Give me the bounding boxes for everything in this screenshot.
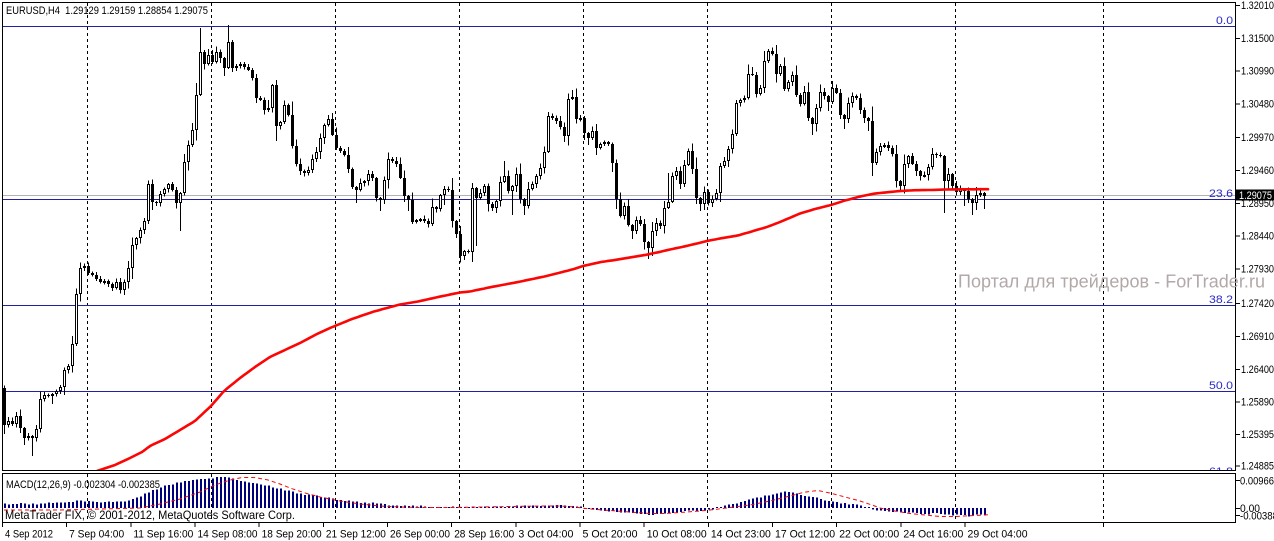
svg-text:50.0: 50.0 [1209,380,1233,392]
svg-text:1.27930: 1.27930 [1241,264,1274,276]
svg-text:38.2: 38.2 [1209,294,1233,306]
svg-text:28 Sep 16:00: 28 Sep 16:00 [454,529,514,541]
svg-text:61.8: 61.8 [1209,466,1233,478]
svg-text:26 Sep 00:00: 26 Sep 00:00 [390,529,450,541]
svg-text:-0.00388: -0.00388 [1240,511,1274,523]
svg-text:17 Oct 12:00: 17 Oct 12:00 [775,529,835,541]
svg-text:1.27420: 1.27420 [1241,298,1274,310]
svg-text:EURUSD,H4 1.29129 1.29159 1.2: EURUSD,H4 1.29129 1.29159 1.28854 1.2907… [6,5,208,17]
svg-text:5 Oct 20:00: 5 Oct 20:00 [583,529,638,541]
svg-text:1.28950: 1.28950 [1241,198,1274,210]
svg-text:1.26400: 1.26400 [1241,364,1274,376]
svg-text:3 Oct 04:00: 3 Oct 04:00 [518,529,573,541]
svg-text:1.24885: 1.24885 [1241,461,1274,473]
svg-text:14 Sep 08:00: 14 Sep 08:00 [198,529,258,541]
svg-text:29 Oct 04:00: 29 Oct 04:00 [968,529,1028,541]
svg-text:11 Sep 16:00: 11 Sep 16:00 [133,529,193,541]
svg-text:1.29075: 1.29075 [1239,190,1272,202]
svg-text:1.32010: 1.32010 [1241,0,1274,12]
svg-text:24 Oct 16:00: 24 Oct 16:00 [903,529,963,541]
svg-text:0.00: 0.00 [1240,503,1260,515]
svg-text:1.25395: 1.25395 [1241,429,1274,441]
svg-text:1.26910: 1.26910 [1241,331,1274,343]
svg-text:1.31500: 1.31500 [1241,33,1274,45]
svg-text:1.30990: 1.30990 [1241,66,1274,78]
svg-text:MACD(12,26,9) -0.002304 -0.002: MACD(12,26,9) -0.002304 -0.002385 [6,479,160,491]
svg-text:MetaTrader FIX, © 2001-2012, M: MetaTrader FIX, © 2001-2012, MetaQuotes … [5,508,295,522]
svg-text:22 Oct 00:00: 22 Oct 00:00 [839,529,899,541]
svg-text:21 Sep 12:00: 21 Sep 12:00 [326,529,386,541]
svg-text:4 Sep 2012: 4 Sep 2012 [5,529,53,541]
svg-text:1.30480: 1.30480 [1241,98,1274,110]
svg-text:10 Oct 08:00: 10 Oct 08:00 [647,529,707,541]
svg-text:1.29970: 1.29970 [1241,132,1274,144]
svg-text:Портал для трейдеров - ForTrad: Портал для трейдеров - ForTrader.ru [958,272,1265,292]
svg-text:0.00966: 0.00966 [1240,476,1274,488]
svg-text:14 Oct 23:00: 14 Oct 23:00 [711,529,771,541]
svg-text:1.25890: 1.25890 [1241,397,1274,409]
svg-text:1.28440: 1.28440 [1241,231,1274,243]
svg-text:0.0: 0.0 [1216,15,1233,27]
svg-text:7 Sep 04:00: 7 Sep 04:00 [69,529,124,541]
svg-text:23.6: 23.6 [1209,188,1233,200]
svg-text:18 Sep 20:00: 18 Sep 20:00 [262,529,322,541]
svg-text:1.29460: 1.29460 [1241,165,1274,177]
